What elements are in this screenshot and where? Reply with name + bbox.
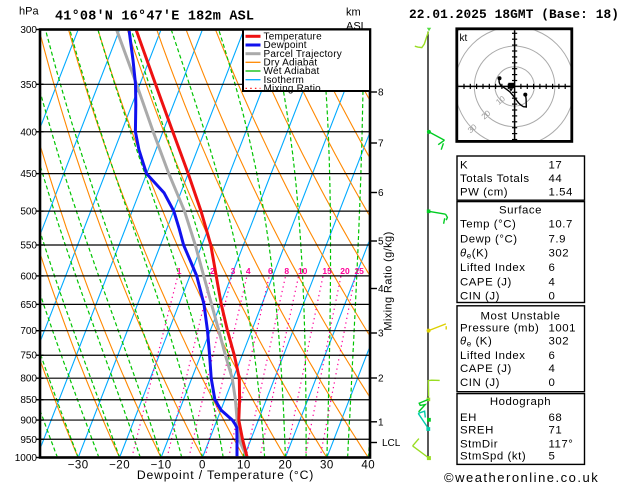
svg-text:Hodograph: Hodograph [490,396,551,408]
svg-text:800: 800 [20,374,37,385]
svg-text:Lifted Index: Lifted Index [460,262,526,274]
svg-text:117°: 117° [549,438,574,450]
svg-text:EH: EH [460,412,477,424]
svg-text:1000: 1000 [15,453,38,464]
svg-text:22.01.2025 18GMT (Base: 18): 22.01.2025 18GMT (Base: 18) [409,7,619,22]
svg-text:0: 0 [549,377,556,389]
svg-text:PW (cm): PW (cm) [460,186,508,198]
svg-text:950: 950 [20,435,37,446]
svg-text:15: 15 [322,266,332,276]
svg-text:0: 0 [199,460,206,472]
svg-text:4: 4 [378,284,384,295]
svg-text:450: 450 [20,169,37,180]
svg-text:8: 8 [378,88,384,99]
svg-text:Temp (°C): Temp (°C) [460,219,516,231]
svg-text:850: 850 [20,395,37,406]
svg-text:Lifted Index: Lifted Index [460,350,526,362]
svg-text:10: 10 [237,460,251,472]
svg-text:2: 2 [210,266,215,276]
svg-text:41°08'N 16°47'E 182m ASL: 41°08'N 16°47'E 182m ASL [55,10,254,25]
svg-text:K: K [460,159,468,171]
svg-text:−20: −20 [109,460,130,472]
svg-text:6: 6 [268,266,273,276]
svg-text:44: 44 [549,173,563,185]
svg-text:Wet Adiabat: Wet Adiabat [264,66,320,77]
svg-text:5: 5 [549,451,556,463]
svg-text:Totals Totals: Totals Totals [460,173,530,185]
svg-text:1: 1 [177,266,182,276]
svg-text:kt: kt [460,33,468,44]
svg-text:CIN (J): CIN (J) [460,291,500,303]
svg-text:θe (K): θe (K) [460,336,492,349]
svg-text:40: 40 [361,460,375,472]
svg-text:StmSpd (kt): StmSpd (kt) [460,451,526,463]
svg-text:©weatheronline.co.uk: ©weatheronline.co.uk [444,470,599,485]
svg-text:Surface: Surface [499,205,542,217]
svg-text:20: 20 [279,460,293,472]
svg-text:700: 700 [20,326,37,337]
svg-text:1001: 1001 [549,322,577,334]
svg-text:400: 400 [20,127,37,138]
svg-text:550: 550 [20,240,37,251]
svg-text:71: 71 [549,425,563,437]
svg-text:km: km [346,7,361,19]
svg-text:7: 7 [378,139,384,150]
svg-text:hPa: hPa [19,6,39,18]
svg-text:8: 8 [284,266,289,276]
svg-text:CAPE (J): CAPE (J) [460,276,512,288]
svg-text:6: 6 [549,262,556,274]
svg-text:Isotherm: Isotherm [264,75,305,86]
svg-text:300: 300 [20,25,37,36]
svg-text:650: 650 [20,300,37,311]
svg-text:4: 4 [549,363,556,375]
svg-text:1: 1 [378,417,384,428]
svg-text:30: 30 [320,460,334,472]
svg-text:7.9: 7.9 [549,233,567,245]
svg-text:68: 68 [549,412,563,424]
svg-text:4: 4 [549,276,556,288]
svg-text:Dewpoint / Temperature (°C): Dewpoint / Temperature (°C) [137,468,314,482]
svg-text:350: 350 [20,80,37,91]
svg-text:SREH: SREH [460,425,494,437]
svg-text:−30: −30 [68,460,89,472]
svg-text:Pressure (mb): Pressure (mb) [460,322,539,334]
svg-text:StmDir: StmDir [460,438,498,450]
svg-text:Dewpoint: Dewpoint [264,40,307,51]
svg-text:600: 600 [20,271,37,282]
svg-text:Most Unstable: Most Unstable [481,310,561,322]
svg-text:17: 17 [549,159,563,171]
svg-text:−10: −10 [151,460,172,472]
svg-text:Dry Adiabat: Dry Adiabat [264,58,318,69]
svg-text:10: 10 [298,266,308,276]
svg-text:CIN (J): CIN (J) [460,377,500,389]
svg-text:900: 900 [20,416,37,427]
svg-text:Mixing Ratio (g/kg): Mixing Ratio (g/kg) [383,231,395,330]
svg-text:500: 500 [20,207,37,218]
svg-text:4: 4 [246,266,251,276]
svg-text:0: 0 [549,291,556,303]
svg-text:6: 6 [549,350,556,362]
svg-text:750: 750 [20,351,37,362]
svg-text:25: 25 [354,266,364,276]
svg-text:5: 5 [378,237,384,248]
svg-text:CAPE (J): CAPE (J) [460,363,512,375]
svg-text:Dewp (°C): Dewp (°C) [460,233,518,245]
svg-text:2: 2 [378,374,384,385]
svg-text:20: 20 [340,266,350,276]
svg-text:Temperature: Temperature [264,32,323,43]
svg-text:Parcel Trajectory: Parcel Trajectory [264,49,342,60]
svg-text:6: 6 [378,188,384,199]
svg-text:LCL: LCL [382,438,401,449]
svg-text:θe(K): θe(K) [460,247,489,260]
svg-text:3: 3 [231,266,236,276]
svg-text:3: 3 [378,329,384,340]
svg-text:Mixing Ratio: Mixing Ratio [264,84,322,95]
svg-text:1.54: 1.54 [549,186,573,198]
svg-text:10.7: 10.7 [549,219,573,231]
svg-text:302: 302 [549,247,570,259]
svg-text:302: 302 [549,336,570,348]
